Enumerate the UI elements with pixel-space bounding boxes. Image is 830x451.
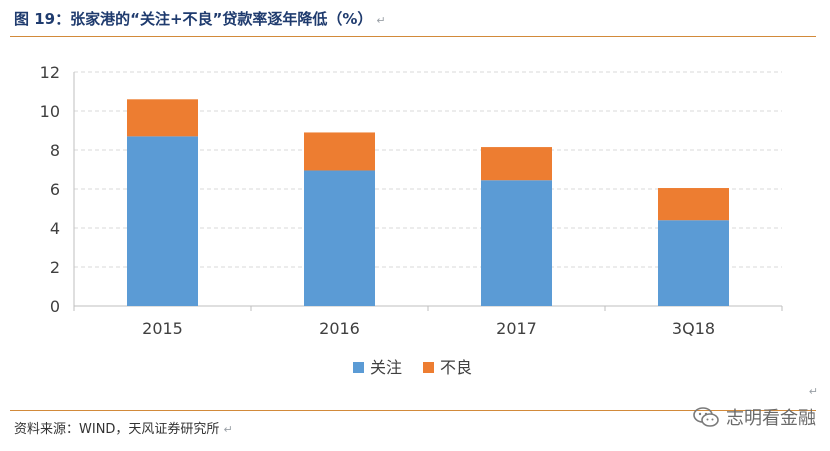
watermark: 志明看金融 [692, 404, 816, 430]
watermark-text: 志明看金融 [726, 408, 816, 429]
y-tick-label: 12 [40, 63, 60, 82]
y-tick-label: 8 [50, 141, 60, 160]
figure-title: 图 19：张家港的“关注+不良”贷款率逐年降低（%） ↵ [14, 8, 386, 29]
x-tick-label: 3Q18 [672, 319, 715, 338]
legend-label: 关注 [370, 358, 402, 377]
y-tick-label: 2 [50, 258, 60, 277]
bar-segment-watch [658, 220, 729, 306]
legend-swatch [353, 362, 364, 373]
bar-segment-npl [481, 147, 552, 181]
stacked-bar-chart: 0 2 4 6 8 10 12 2015 2016 2017 3Q18 关注 不良 [40, 63, 783, 377]
bar-segment-npl [127, 99, 198, 137]
legend-swatch [423, 362, 434, 373]
y-tick-label: 0 [50, 297, 60, 316]
bar-segment-watch [481, 180, 552, 306]
bar-segment-npl [304, 132, 375, 171]
bar-segment-watch [304, 170, 375, 306]
paragraph-mark: ↵ [223, 423, 233, 436]
x-tick-label: 2017 [496, 319, 537, 338]
y-tick-label: 10 [40, 102, 60, 121]
source-divider [10, 410, 816, 411]
source-note: 资料来源：WIND，天风证券研究所 ↵ [14, 418, 233, 437]
source-text: 资料来源：WIND，天风证券研究所 [14, 422, 220, 437]
bar-segment-npl [658, 188, 729, 221]
y-tick-label: 6 [50, 180, 60, 199]
paragraph-mark: ↵ [808, 385, 818, 398]
title-divider [10, 36, 816, 37]
y-tick-label: 4 [50, 219, 60, 238]
figure-title-text: 图 19：张家港的“关注+不良”贷款率逐年降低（%） [14, 10, 373, 28]
paragraph-mark: ↵ [376, 14, 386, 27]
wechat-icon [693, 407, 719, 427]
bar-segment-watch [127, 136, 198, 306]
x-tick-label: 2016 [319, 319, 360, 338]
x-tick-label: 2015 [142, 319, 183, 338]
legend-label: 不良 [440, 358, 472, 377]
